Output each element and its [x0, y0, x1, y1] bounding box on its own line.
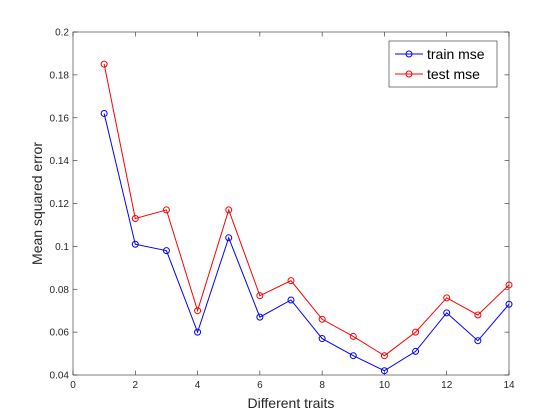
legend-item: test mse: [395, 66, 480, 82]
y-tick-label: 0.16: [50, 113, 70, 124]
data-point: [474, 337, 482, 345]
legend-box: [388, 40, 498, 88]
data-point: [287, 277, 295, 285]
data-point: [443, 294, 451, 302]
x-tick-label: 0: [70, 380, 76, 391]
y-tick-label: 0.08: [50, 285, 70, 296]
series-layer: [100, 60, 513, 375]
data-point: [380, 352, 388, 360]
y-tick-label: 0.12: [50, 199, 70, 210]
x-tick-label: 10: [379, 380, 391, 391]
data-point: [349, 352, 357, 360]
series-train-mse: [100, 109, 513, 375]
x-tick-label: 6: [257, 380, 263, 391]
y-tick-label: 0.14: [50, 156, 70, 167]
x-tick-label: 2: [133, 380, 139, 391]
data-point: [318, 335, 326, 343]
data-point: [162, 206, 170, 214]
data-point: [412, 347, 420, 355]
data-point: [412, 328, 420, 336]
x-axis-label: Different traits: [248, 395, 335, 411]
data-point: [194, 307, 202, 315]
series-test-mse: [100, 60, 513, 360]
data-point: [474, 311, 482, 319]
x-tick-label: 12: [441, 380, 453, 391]
y-tick-label: 0.04: [50, 371, 70, 382]
data-point: [131, 240, 139, 248]
legend: train mse test mse: [388, 40, 498, 88]
data-point: [318, 315, 326, 323]
legend-label: test mse: [427, 66, 480, 82]
legend-label: train mse: [427, 46, 485, 62]
data-point: [100, 60, 108, 68]
x-tick-label: 8: [319, 380, 325, 391]
legend-marker: [405, 50, 413, 58]
y-tick-label: 0.06: [50, 328, 70, 339]
y-tick-label: 0.18: [50, 70, 70, 81]
y-axis-label: Mean squared error: [29, 142, 45, 265]
y-tick-label: 0.2: [55, 28, 69, 39]
data-point: [287, 296, 295, 304]
legend-marker: [405, 70, 413, 78]
plot-frame: [72, 31, 510, 376]
data-point: [100, 109, 108, 117]
data-point: [256, 313, 264, 321]
data-point: [131, 215, 139, 223]
data-point: [443, 309, 451, 317]
data-point: [225, 234, 233, 242]
data-point: [380, 367, 388, 375]
data-point: [225, 206, 233, 214]
data-point: [256, 292, 264, 300]
legend-item: train mse: [395, 46, 485, 62]
y-tick-label: 0.1: [55, 242, 69, 253]
data-point: [162, 247, 170, 255]
x-tick-label: 4: [195, 380, 201, 391]
plot-area: [73, 32, 509, 375]
series-line: [103, 113, 510, 372]
x-tick-label: 14: [503, 380, 515, 391]
data-point: [194, 328, 202, 336]
series-line: [103, 64, 510, 357]
data-point: [349, 332, 357, 340]
